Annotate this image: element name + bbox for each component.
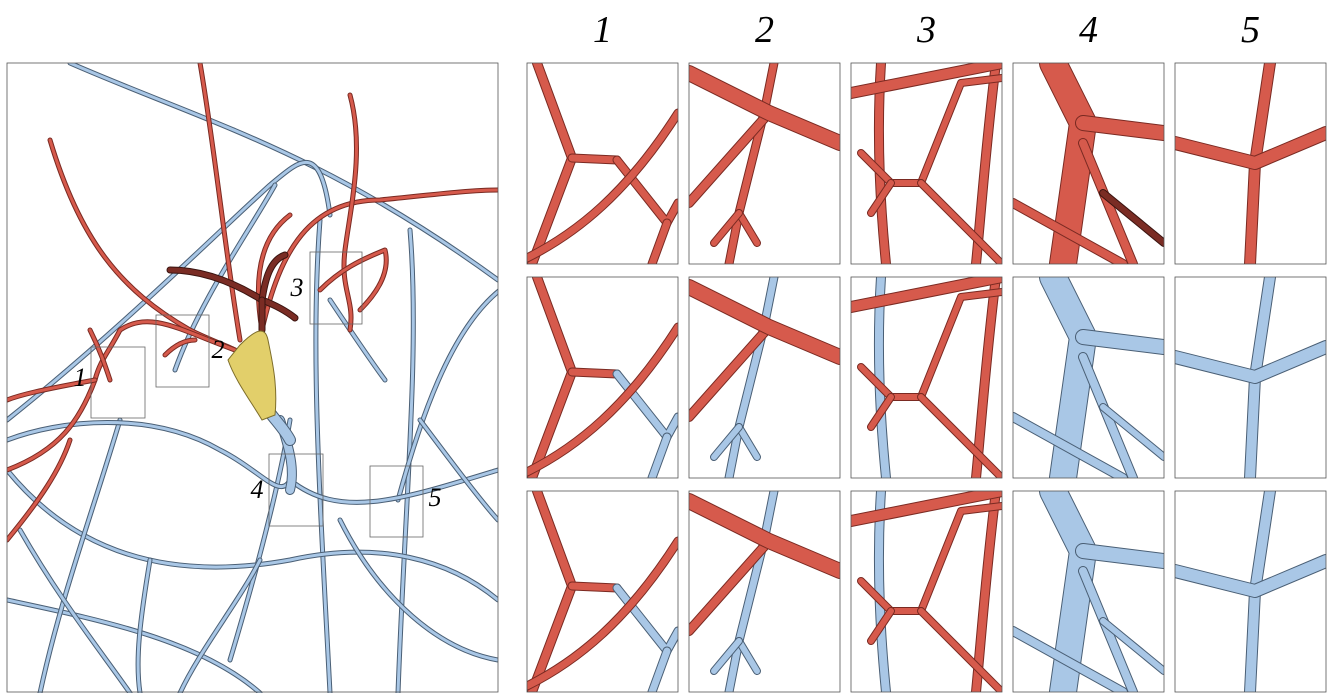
neurite (1083, 551, 1164, 561)
neurite (7, 423, 290, 487)
neurite-outline (340, 520, 498, 660)
neurite (1175, 561, 1326, 591)
inset-label: 4 (251, 475, 264, 504)
closeup-grid (527, 63, 1326, 692)
inset-label: 5 (429, 483, 442, 512)
closeup-panel (689, 491, 840, 692)
figure: 1 2 3 4 5 1 2 3 4 5 (0, 0, 1331, 693)
closeup-panel (1013, 277, 1164, 478)
closeup-panel (851, 277, 1002, 478)
neurite (262, 190, 498, 330)
neurite (330, 300, 385, 380)
inset-label: 2 (212, 335, 225, 364)
closeup-panel (1175, 277, 1326, 478)
neurite-outline (861, 581, 921, 611)
inset-label: 3 (290, 273, 304, 302)
neurite (689, 501, 840, 571)
neurite-outline (7, 322, 235, 470)
neurite (572, 372, 617, 374)
neurite (739, 641, 757, 671)
neurite (976, 491, 996, 692)
neurite (652, 437, 667, 478)
neurite (689, 287, 840, 357)
neurite (739, 427, 757, 457)
closeup-panel (527, 63, 678, 264)
neurite-outline (861, 367, 921, 397)
neurite-outline (527, 327, 678, 472)
closeup-panel (1013, 63, 1164, 264)
closeup-panel (689, 277, 840, 478)
column-header: 4 (1079, 9, 1098, 51)
neurite (180, 560, 260, 693)
neurite (527, 541, 678, 686)
neurite (921, 611, 1002, 692)
neurite (976, 277, 996, 478)
neurite (1083, 123, 1164, 133)
neurite (976, 63, 996, 264)
neurite-outline (527, 113, 678, 258)
column-header: 3 (916, 9, 936, 51)
neurite (572, 158, 617, 160)
closeup-panel (851, 491, 1002, 692)
neurite (739, 213, 757, 243)
closeup-panel (1175, 491, 1326, 692)
column-header: 1 (593, 9, 612, 51)
neurite (1083, 337, 1164, 347)
neurite (652, 651, 667, 692)
closeup-panel (851, 63, 1002, 264)
neurite (527, 113, 678, 258)
neurite (340, 520, 498, 660)
closeup-panel (1013, 491, 1164, 692)
closeup-panel (527, 277, 678, 478)
column-header: 2 (755, 9, 774, 51)
neurite (7, 322, 235, 470)
neurite-outline (230, 420, 290, 660)
neurite-outline (7, 423, 290, 487)
neurite-outline (262, 190, 498, 330)
neurite (7, 162, 330, 420)
neurite (652, 223, 667, 264)
inset-box (91, 347, 145, 418)
closeup-panel (689, 63, 840, 264)
closeup-panel (1175, 63, 1326, 264)
closeup-panel (527, 491, 678, 692)
neurite (1175, 347, 1326, 377)
soma (228, 331, 276, 420)
column-header: 5 (1241, 9, 1260, 51)
neurite-outline (861, 153, 921, 183)
neurite-outline (527, 541, 678, 686)
neurite (572, 586, 617, 588)
neurite (1175, 133, 1326, 163)
neurite (689, 73, 840, 143)
neurite (921, 183, 1002, 264)
neurite (527, 327, 678, 472)
inset-label: 1 (74, 363, 87, 392)
neurite (921, 397, 1002, 478)
